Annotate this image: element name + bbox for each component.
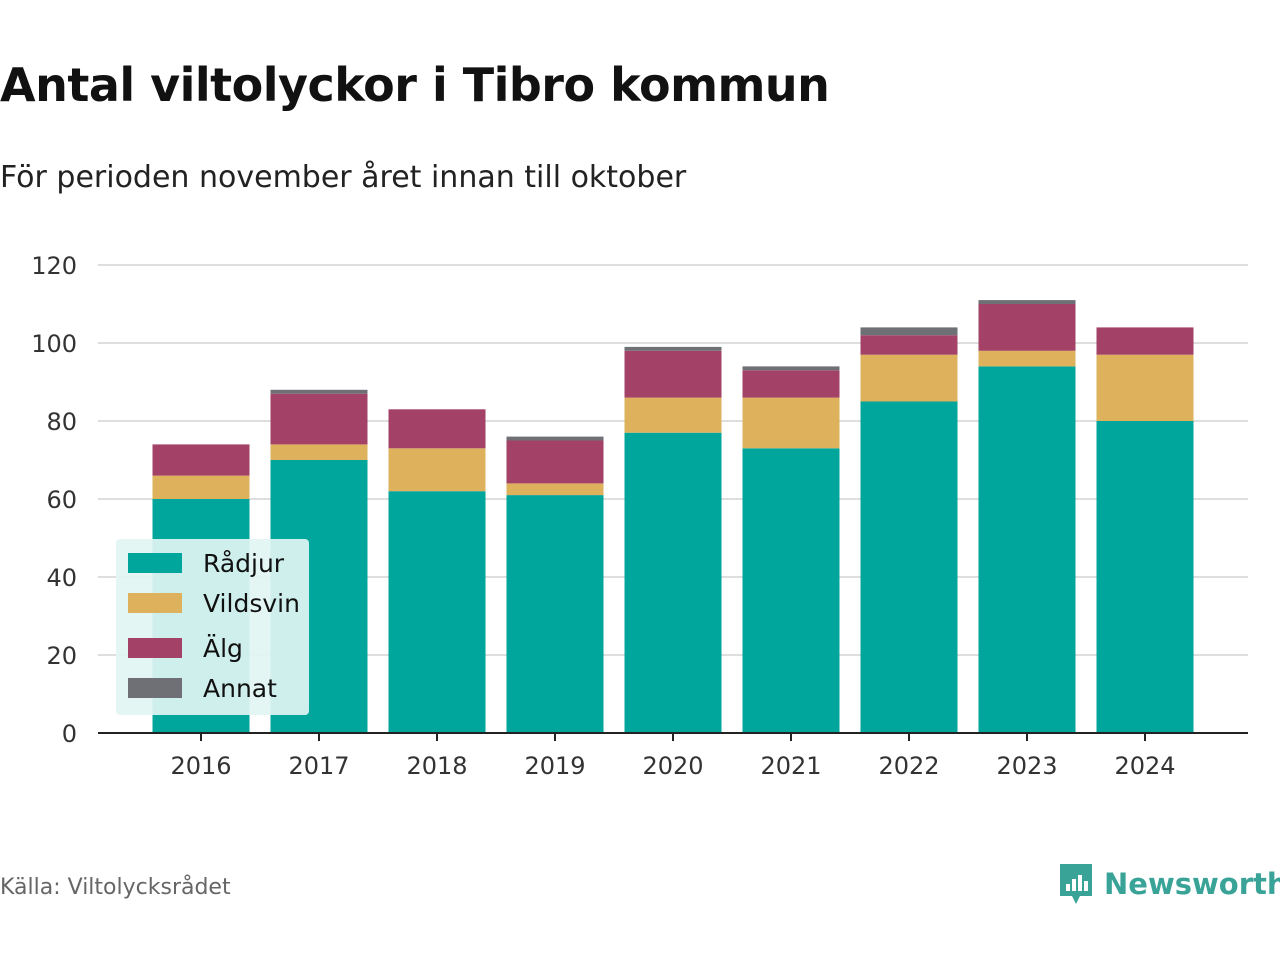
bar-2017-vildsvin[interactable]	[270, 444, 368, 460]
bar-2021-vildsvin[interactable]	[742, 397, 840, 449]
bar-2017-annat[interactable]	[270, 389, 368, 394]
bar-2020-alg[interactable]	[624, 350, 722, 398]
legend-swatch-alg	[128, 638, 182, 658]
legend-swatch-radjur	[128, 553, 182, 573]
bar-2020-radjur[interactable]	[624, 432, 722, 733]
bar-2024-radjur[interactable]	[1096, 421, 1194, 733]
legend-label-alg: Älg	[203, 633, 243, 663]
chart-subtitle: För perioden november året innan till ok…	[0, 160, 687, 195]
x-tick-label-2019: 2019	[524, 752, 585, 780]
bar-2018-radjur[interactable]	[388, 491, 486, 733]
y-tick-label-80: 80	[46, 408, 77, 436]
bar-2023-annat[interactable]	[978, 300, 1076, 304]
legend-label-annat: Annat	[203, 673, 277, 703]
x-tick-label-2016: 2016	[170, 752, 231, 780]
brand-name: Newsworthy	[1104, 867, 1280, 901]
x-tick-label-2022: 2022	[878, 752, 939, 780]
bar-2016-vildsvin[interactable]	[152, 475, 250, 499]
legend-label-vildsvin: Vildsvin	[203, 588, 300, 618]
bar-2023-radjur[interactable]	[978, 366, 1076, 733]
y-tick-label-100: 100	[31, 330, 77, 358]
y-tick-label-20: 20	[46, 642, 77, 670]
bar-2022-vildsvin[interactable]	[860, 354, 958, 402]
x-tick-label-2021: 2021	[760, 752, 821, 780]
legend-label-radjur: Rådjur	[203, 548, 285, 578]
newsworthy-logo-icon	[1060, 864, 1092, 904]
x-tick-label-2020: 2020	[642, 752, 703, 780]
legend-swatch-vildsvin	[128, 593, 182, 613]
legend-item-radjur[interactable]: Rådjur	[128, 548, 284, 578]
x-axis-ticks: 2016 2017 2018 2019 2020 2021 2022 2023 2024	[170, 733, 1176, 780]
bar-2021-annat[interactable]	[742, 366, 840, 371]
bar-2016-alg[interactable]	[152, 444, 250, 476]
bar-2019-radjur[interactable]	[506, 495, 604, 733]
x-tick-label-2024: 2024	[1114, 752, 1175, 780]
bar-2022-annat[interactable]	[860, 327, 958, 336]
x-tick-label-2017: 2017	[288, 752, 349, 780]
y-tick-label-40: 40	[46, 564, 77, 592]
legend-item-annat[interactable]: Annat	[128, 673, 277, 703]
bar-2019-alg[interactable]	[506, 440, 604, 484]
bar-2024-vildsvin[interactable]	[1096, 354, 1194, 421]
legend: Rådjur Vildsvin Älg Annat	[116, 539, 309, 715]
bar-2020-annat[interactable]	[624, 346, 722, 351]
bar-2018-vildsvin[interactable]	[388, 448, 486, 492]
chart-title: Antal viltolyckor i Tibro kommun	[0, 58, 830, 112]
bar-2021-radjur[interactable]	[742, 448, 840, 733]
bar-2021-alg[interactable]	[742, 370, 840, 398]
bar-2022-alg[interactable]	[860, 335, 958, 355]
x-tick-label-2018: 2018	[406, 752, 467, 780]
bar-2018-alg[interactable]	[388, 409, 486, 449]
bar-2017-alg[interactable]	[270, 393, 368, 445]
y-tick-label-120: 120	[31, 252, 77, 280]
bar-2022-radjur[interactable]	[860, 401, 958, 734]
bar-2023-vildsvin[interactable]	[978, 350, 1076, 367]
bar-2024-alg[interactable]	[1096, 327, 1194, 355]
bar-2023-alg[interactable]	[978, 304, 1076, 351]
legend-item-vildsvin[interactable]: Vildsvin	[128, 588, 300, 618]
source-note: Källa: Viltolycksrådet	[0, 875, 231, 900]
bar-2019-vildsvin[interactable]	[506, 483, 604, 496]
y-tick-label-60: 60	[46, 486, 77, 514]
y-tick-label-0: 0	[62, 720, 77, 748]
y-axis-ticks: 0 20 40 60 80 100 120	[31, 252, 77, 748]
legend-item-alg[interactable]: Älg	[128, 633, 243, 663]
brand-logo[interactable]: Newsworthy	[1058, 860, 1280, 908]
legend-swatch-annat	[128, 678, 182, 698]
bar-2019-annat[interactable]	[506, 436, 604, 441]
x-tick-label-2023: 2023	[996, 752, 1057, 780]
bar-2020-vildsvin[interactable]	[624, 397, 722, 433]
